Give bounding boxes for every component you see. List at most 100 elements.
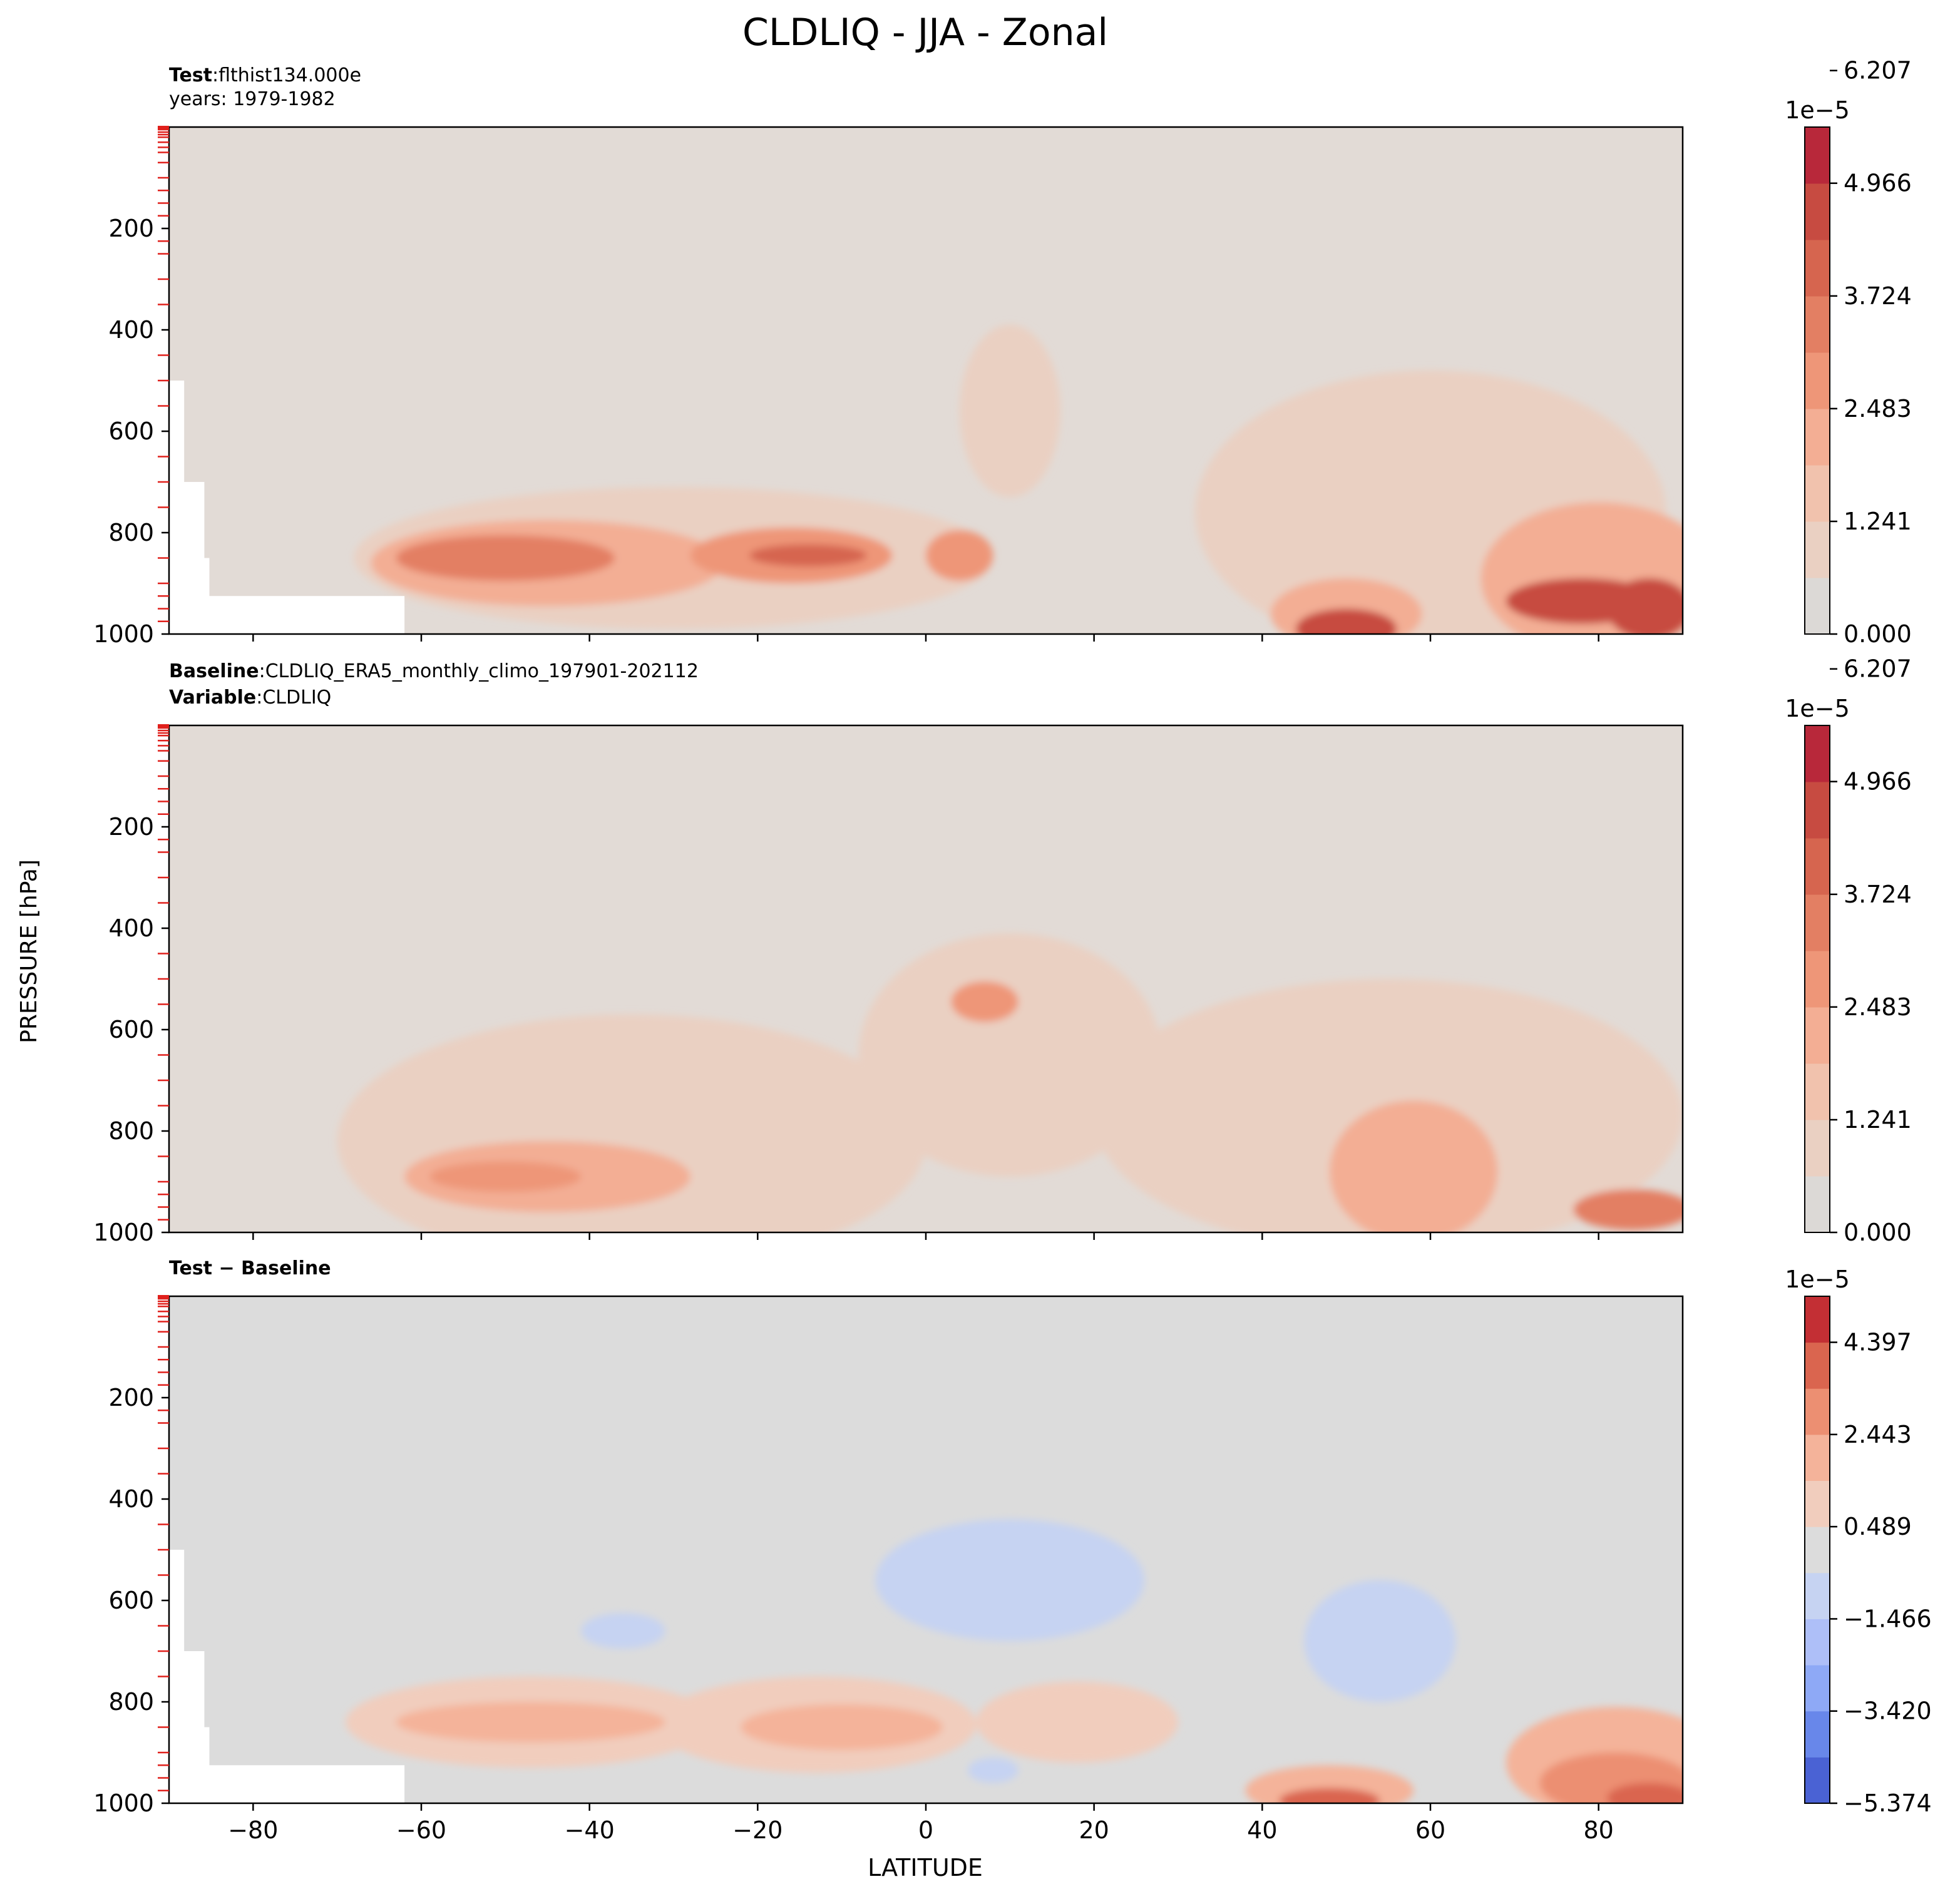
colorbar-segment bbox=[1805, 1572, 1830, 1619]
colorbar-scale-label: 1e−5 bbox=[1785, 1266, 1850, 1293]
colorbar-segment bbox=[1805, 1120, 1830, 1177]
contour-region bbox=[926, 530, 993, 581]
panel-header-value: years: 1979-1982 bbox=[169, 88, 336, 110]
colorbar-segment bbox=[1805, 465, 1830, 522]
colorbar-segment bbox=[1805, 1480, 1830, 1527]
colorbar-tick-label: 6.207 bbox=[1844, 655, 1912, 683]
colorbar-segment bbox=[1805, 240, 1830, 297]
colorbar-segment bbox=[1805, 894, 1830, 951]
colorbar-tick-label: 0.000 bbox=[1844, 1219, 1912, 1246]
panel-header-line: Baseline:CLDLIQ_ERA5_monthly_climo_19790… bbox=[169, 660, 699, 682]
colorbar-tick-label: 2.443 bbox=[1844, 1421, 1912, 1448]
colorbar-tick-label: 6.207 bbox=[1844, 57, 1912, 84]
colorbar-tick-label: 3.724 bbox=[1844, 282, 1912, 310]
colorbar-tick-label: 0.489 bbox=[1844, 1513, 1912, 1540]
x-tick-label: 80 bbox=[1583, 1816, 1613, 1844]
colorbar-segment bbox=[1805, 838, 1830, 895]
contour-region bbox=[396, 535, 615, 581]
contour-field bbox=[169, 1296, 1683, 1803]
contour-region bbox=[1607, 578, 1683, 634]
y-tick-label: 200 bbox=[108, 215, 154, 242]
colorbar-frame bbox=[1804, 126, 1830, 635]
panel-header-sep: : bbox=[259, 660, 265, 682]
contour-region bbox=[337, 1014, 926, 1232]
x-tick-label: −80 bbox=[228, 1816, 278, 1844]
colorbar-segment bbox=[1805, 1757, 1830, 1804]
colorbar-difference: 1e−5 −5.374 −3.420 −1.466 0.489 2.443 4.397 bbox=[1785, 1266, 1931, 1817]
colorbar-segment bbox=[1805, 1176, 1830, 1233]
x-tick-label: 40 bbox=[1247, 1816, 1277, 1844]
x-tick-label: −20 bbox=[732, 1816, 782, 1844]
contour-blobs bbox=[354, 324, 1683, 634]
contour-region bbox=[396, 1702, 665, 1743]
panel-header-line: Test − Baseline bbox=[169, 1257, 331, 1279]
y-axis-label: PRESSURE [hPa] bbox=[16, 859, 42, 1043]
y-tick-label: 600 bbox=[108, 1016, 154, 1043]
contour-field bbox=[169, 127, 1683, 634]
panel-header-line: Test:flthist134.000e bbox=[169, 64, 361, 86]
colorbar-tick-label: 0.000 bbox=[1844, 620, 1912, 648]
y-tick-label: 1000 bbox=[93, 620, 154, 648]
x-tick-label: 20 bbox=[1079, 1816, 1109, 1844]
y-tick-label: 400 bbox=[108, 316, 154, 344]
colorbar-tick-label: −1.466 bbox=[1844, 1605, 1932, 1632]
contour-region bbox=[1573, 1189, 1683, 1230]
contour-field bbox=[169, 725, 1683, 1232]
y-tick-label: 800 bbox=[108, 1117, 154, 1145]
colorbar-tick-label: 4.397 bbox=[1844, 1329, 1912, 1356]
contour-region bbox=[976, 1681, 1179, 1763]
colorbar-tick-label: 4.966 bbox=[1844, 768, 1912, 796]
colorbar-baseline: 1e−5 0.000 1.241 2.483 3.724 4.966 6.207 bbox=[1785, 655, 1912, 1246]
y-tick-label: 200 bbox=[108, 813, 154, 841]
colorbar-segment bbox=[1805, 725, 1830, 782]
x-tick-label: 0 bbox=[918, 1816, 933, 1844]
contour-region bbox=[1607, 1783, 1683, 1803]
pressure-level-mark bbox=[158, 1295, 169, 1299]
contour-region bbox=[951, 981, 1018, 1022]
contour-region bbox=[1329, 1100, 1498, 1232]
colorbar-tick-label: 2.483 bbox=[1844, 395, 1912, 422]
panel-header-key: Test − Baseline bbox=[169, 1257, 331, 1279]
colorbar-tick-label: 2.483 bbox=[1844, 993, 1912, 1021]
contour-region bbox=[875, 1519, 1145, 1641]
colorbar-segment bbox=[1805, 951, 1830, 1008]
colorbar-tick-label: 1.241 bbox=[1844, 508, 1912, 535]
figure-title: CLDLIQ - JJA - Zonal bbox=[742, 11, 1108, 54]
contour-region bbox=[1296, 608, 1397, 634]
contour-region bbox=[429, 1161, 582, 1192]
y-tick-label: 600 bbox=[108, 417, 154, 445]
panel-header-sep: : bbox=[212, 64, 218, 86]
colorbar-segment bbox=[1805, 1342, 1830, 1389]
colorbar-segment bbox=[1805, 1619, 1830, 1666]
colorbar-scale-label: 1e−5 bbox=[1785, 96, 1850, 124]
panel-header-key: Baseline bbox=[169, 660, 259, 682]
y-tick-label: 800 bbox=[108, 1688, 154, 1716]
colorbar-tick-label: 4.966 bbox=[1844, 170, 1912, 197]
panel-header-value: CLDLIQ bbox=[262, 687, 331, 709]
y-tick-label: 400 bbox=[108, 1485, 154, 1513]
colorbar-segment bbox=[1805, 1388, 1830, 1435]
x-tick-label: −60 bbox=[396, 1816, 446, 1844]
colorbar-segment bbox=[1805, 521, 1830, 578]
y-tick-label: 400 bbox=[108, 914, 154, 942]
colorbar-segment bbox=[1805, 578, 1830, 635]
panel-header-value: flthist134.000e bbox=[218, 64, 361, 86]
colorbar-scale-label: 1e−5 bbox=[1785, 695, 1850, 722]
y-tick-label: 600 bbox=[108, 1587, 154, 1614]
panel-header-value: CLDLIQ_ERA5_monthly_climo_197901-202112 bbox=[265, 660, 699, 682]
colorbar-frame bbox=[1804, 725, 1830, 1233]
pressure-level-mark bbox=[158, 724, 169, 728]
contour-blobs bbox=[346, 1519, 1683, 1803]
colorbar-segment bbox=[1805, 296, 1830, 353]
contour-region bbox=[858, 933, 1162, 1177]
colorbar-test: 1e−5 0.000 1.241 2.483 3.724 4.966 6.207 bbox=[1785, 57, 1912, 648]
colorbar-segment bbox=[1805, 1527, 1830, 1574]
panel-header-sep: : bbox=[256, 687, 262, 709]
y-tick-label: 200 bbox=[108, 1384, 154, 1411]
colorbar-segment bbox=[1805, 1711, 1830, 1758]
contour-region bbox=[1304, 1580, 1456, 1702]
pressure-level-mark bbox=[158, 126, 169, 130]
contour-blobs bbox=[337, 933, 1683, 1232]
panel-header-key: Test bbox=[169, 64, 212, 86]
